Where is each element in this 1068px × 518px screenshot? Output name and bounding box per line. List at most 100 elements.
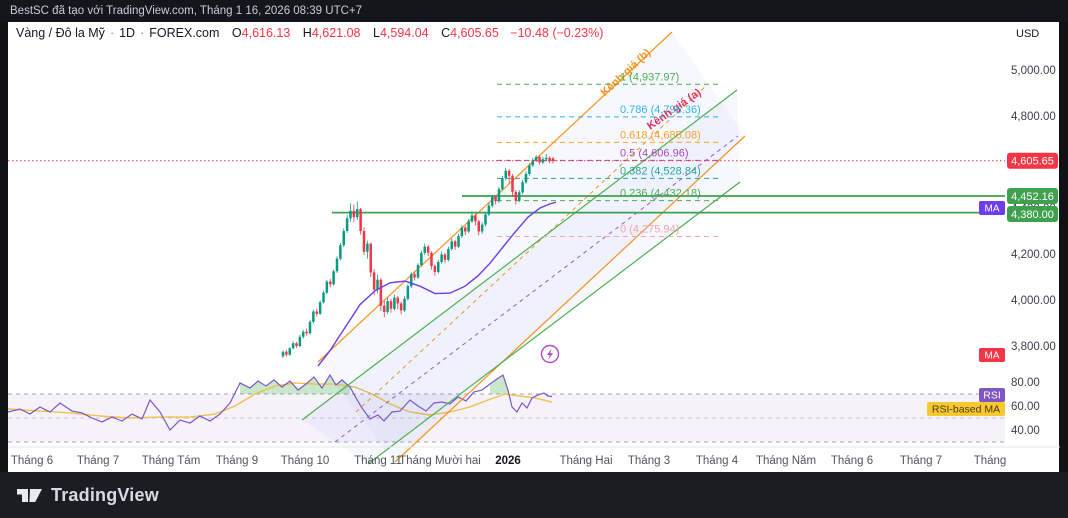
candle-body <box>356 209 359 218</box>
close-label: C <box>441 26 451 40</box>
channel-line[interactable] <box>367 181 741 465</box>
candle-body <box>403 298 406 311</box>
time-axis[interactable]: Tháng 6 Tháng 7 Tháng Tám Tháng 9 Tháng 10 Th… <box>11 455 1006 467</box>
price-channels: Kênh giá (b)Kênh giá (a) <box>301 31 746 465</box>
time-tick: Tháng 4 <box>696 455 739 467</box>
fib-label: 0 (4,275.94) <box>620 224 679 236</box>
time-tick: Tháng Hai <box>559 455 612 467</box>
label: 4,380.00 <box>1011 209 1054 221</box>
window-left-edge <box>0 22 8 472</box>
ma-badge <box>979 348 1005 362</box>
candle-body <box>430 252 433 266</box>
candle-body <box>312 311 315 322</box>
label: 4,605.65 <box>1011 156 1054 168</box>
candle-body <box>504 170 507 179</box>
channel-fill <box>318 32 745 462</box>
open-label: O <box>231 26 242 40</box>
candle-body <box>470 215 474 222</box>
candle-body <box>447 248 450 260</box>
candle-body <box>474 215 477 222</box>
symbol-legend: Vàng / Đô la Mỹ · 1D · FOREX.com O4,616.13 H… <box>16 26 603 44</box>
ma-line <box>317 201 557 367</box>
candle-body <box>528 165 531 174</box>
candle-body <box>281 351 285 357</box>
indicator-badge <box>927 402 1005 416</box>
hline-price-badge <box>1007 205 1058 222</box>
candle-body <box>494 196 497 202</box>
candle-body <box>332 271 335 285</box>
candle-body <box>335 258 339 272</box>
candle-body <box>383 305 386 312</box>
candle-body <box>315 311 318 314</box>
candle-body <box>413 274 416 278</box>
candle-body <box>420 252 423 266</box>
candle-body <box>524 173 528 183</box>
high-value: 4,621.08 <box>311 26 361 40</box>
candle-body <box>426 246 430 253</box>
timeframe[interactable]: 1D <box>119 26 136 40</box>
open-value: 4,616.13 <box>241 26 291 40</box>
time-tick: Tháng Năm <box>756 455 816 467</box>
time-tick: Tháng 7 <box>900 455 942 467</box>
close-value: 4,605.65 <box>450 26 499 40</box>
lightning-icon-bolt <box>547 348 554 360</box>
candle-body <box>339 245 342 259</box>
price-tick: 4,000.00 <box>1011 295 1056 307</box>
candlestick-series[interactable] <box>281 153 555 358</box>
candle-body <box>457 236 460 247</box>
attribution-bar: BestSC đã tạo với TradingView.com, Tháng… <box>0 0 1068 22</box>
candle-body <box>437 262 440 272</box>
fib-label: 0.786 (4,796.36) <box>620 104 701 116</box>
low-label: L <box>372 26 380 40</box>
label: 4,452.16 <box>1011 191 1054 203</box>
time-tick: Tháng 7 <box>77 455 119 467</box>
fib-label: 0.5 (4,606.96) <box>620 147 689 159</box>
time-tick: Tháng 3 <box>628 455 670 467</box>
candle-body <box>518 192 521 201</box>
candle-body <box>285 351 288 355</box>
channel-line[interactable] <box>394 135 746 463</box>
channel-midline <box>355 83 709 413</box>
indicator-badge <box>979 388 1005 402</box>
candle-body <box>541 159 545 163</box>
candle-body <box>349 210 352 219</box>
last-price-badge <box>1007 152 1058 169</box>
candle-body <box>386 301 389 312</box>
candle-body <box>288 348 291 355</box>
price-tick: 5,000.00 <box>1011 65 1056 77</box>
candle-body <box>379 279 383 306</box>
candle-body <box>514 191 518 201</box>
candle-body <box>551 158 555 161</box>
tradingview-logo[interactable]: TradingView <box>16 484 159 506</box>
candle-body <box>501 178 504 190</box>
exchange-name[interactable]: FOREX.com <box>149 26 220 40</box>
tradingview-logo-text: TradingView <box>51 484 159 505</box>
symbol-name[interactable]: Vàng / Đô la Mỹ <box>16 26 105 40</box>
price-axis[interactable]: USD5,000.004,800.004,400.004,200.004,000… <box>927 28 1058 437</box>
candle-body <box>491 196 494 206</box>
candle-body <box>497 189 501 202</box>
rsi-tick: 40.00 <box>1011 425 1040 437</box>
candle-body <box>507 170 511 176</box>
time-tick: 2026 <box>495 455 521 467</box>
candle-body <box>318 302 322 314</box>
candle-body <box>460 227 464 237</box>
candle-body <box>480 224 484 232</box>
price-tick: 4,200.00 <box>1011 249 1056 261</box>
candle-body <box>477 221 480 232</box>
candle-body <box>531 160 534 166</box>
candle-body <box>369 243 372 273</box>
candle-body <box>345 218 349 231</box>
candle-body <box>410 274 413 287</box>
fib-label: 1 (4,937.97) <box>620 71 679 83</box>
rsi-tick: 80.00 <box>1011 377 1040 389</box>
label: MA <box>985 351 1000 362</box>
horizontal-lines[interactable] <box>332 195 1005 214</box>
rsi-pane[interactable] <box>7 373 1005 443</box>
fib-label: 0.236 (4,432.18) <box>620 188 701 200</box>
change-value: −10.48 (−0.23%) <box>510 26 604 40</box>
channel-line[interactable] <box>301 89 738 421</box>
lightning-button[interactable] <box>540 344 560 364</box>
